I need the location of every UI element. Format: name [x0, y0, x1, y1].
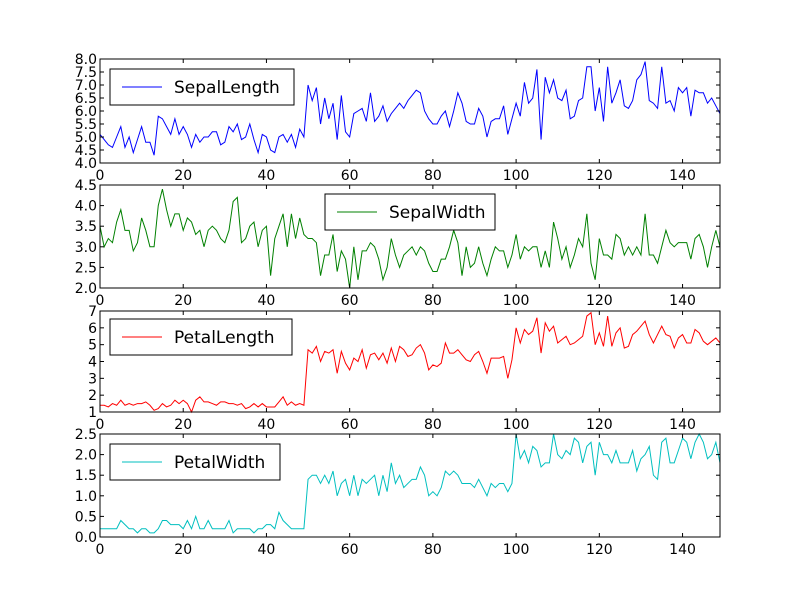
- legend: PetalLength: [109, 318, 293, 356]
- y-tick-label: 2.5: [75, 260, 97, 276]
- subplot-2: 0 20 40 60 80 100 120 140 2.0 2.5 3.0 3.5 4.0 4.5 Sepa…: [75, 178, 721, 309]
- series-line-PetalWidth: [100, 432, 721, 534]
- y-tick-label: 2.0: [75, 281, 97, 297]
- y-tick-label: 7: [88, 304, 97, 320]
- series-line-PetalLength: [100, 311, 721, 414]
- y-tick-label: 1.0: [75, 489, 97, 505]
- y-tick-label: 3: [88, 371, 97, 387]
- y-tick-label: 1.5: [75, 468, 97, 484]
- x-tick-label: 60: [341, 417, 359, 433]
- x-tick-label: 80: [424, 168, 442, 184]
- x-tick-label: 120: [586, 417, 613, 433]
- y-tick-label: 2: [88, 388, 97, 404]
- x-tick-label: 140: [669, 542, 696, 558]
- x-tick-label: 40: [258, 417, 276, 433]
- x-tick-label: 80: [424, 417, 442, 433]
- x-tick-label: 60: [341, 293, 359, 309]
- y-tick-label: 4.5: [75, 143, 97, 159]
- y-tick-label: 0.5: [75, 509, 97, 525]
- axes-frame: [99, 433, 721, 538]
- x-tick-label: 20: [174, 293, 192, 309]
- x-tick-label: 0: [96, 293, 105, 309]
- x-tick-label: 140: [669, 417, 696, 433]
- legend: PetalWidth: [109, 443, 281, 481]
- x-tick-label: 0: [96, 542, 105, 558]
- x-tick-label: 80: [424, 293, 442, 309]
- legend-label: SepalWidth: [389, 203, 486, 223]
- y-tick-label: 2.0: [75, 448, 97, 464]
- y-tick-label: 4: [88, 355, 97, 371]
- y-tick-label: 2.5: [75, 427, 97, 443]
- x-tick-label: 140: [669, 293, 696, 309]
- y-tick-label: 4.0: [75, 199, 97, 215]
- x-tick-label: 120: [586, 168, 613, 184]
- legend-label: PetalWidth: [174, 453, 265, 473]
- y-tick-label: 6: [88, 321, 97, 337]
- y-tick-label: 4.0: [75, 156, 97, 172]
- x-tick-label: 60: [341, 168, 359, 184]
- x-tick-label: 60: [341, 542, 359, 558]
- x-tick-label: 100: [503, 293, 530, 309]
- x-tick-label: 120: [586, 542, 613, 558]
- x-tick-label: 100: [503, 417, 530, 433]
- x-tick-label: 40: [258, 542, 276, 558]
- x-tick-label: 20: [174, 168, 192, 184]
- y-tick-label: 7.5: [75, 65, 97, 81]
- y-tick-label: 6.5: [75, 91, 97, 107]
- y-tick-label: 5: [88, 338, 97, 354]
- x-tick-label: 0: [96, 417, 105, 433]
- y-tick-label: 5.0: [75, 130, 97, 146]
- series-line-SepalWidth: [99, 188, 721, 289]
- y-tick-label: 7.0: [75, 78, 97, 94]
- y-tick-label: 3.5: [75, 219, 97, 235]
- legend-label: PetalLength: [174, 328, 275, 348]
- subplot-4: 0 20 40 60 80 100 120 140 0.0 0.5 1.0 1.5 2.0 2.5 Peta…: [75, 427, 721, 558]
- series-line-SepalLength: [99, 61, 721, 156]
- x-tick-label: 40: [258, 293, 276, 309]
- x-tick-label: 20: [174, 542, 192, 558]
- legend: SepalLength: [109, 68, 295, 106]
- y-tick-label: 8.0: [75, 52, 97, 68]
- x-tick-label: 100: [503, 542, 530, 558]
- x-tick-label: 20: [174, 417, 192, 433]
- axes-frame: [99, 184, 721, 289]
- y-tick-label: 4.5: [75, 178, 97, 194]
- x-tick-label: 0: [96, 168, 105, 184]
- x-tick-label: 140: [669, 168, 696, 184]
- subplot-1: 0 20 40 60 80 100 120 140 4.04.55.05.56.06.57.07…: [75, 52, 721, 184]
- x-tick-label: 100: [503, 168, 530, 184]
- y-tick-label: 5.5: [75, 117, 97, 133]
- x-tick-label: 40: [258, 168, 276, 184]
- legend: SepalWidth: [324, 193, 496, 231]
- y-tick-label: 0.0: [75, 530, 97, 546]
- y-tick-label: 3.0: [75, 240, 97, 256]
- legend-label: SepalLength: [174, 78, 280, 98]
- y-tick-label: 1: [88, 405, 97, 421]
- x-tick-label: 80: [424, 542, 442, 558]
- x-tick-label: 120: [586, 293, 613, 309]
- y-tick-label: 6.0: [75, 104, 97, 120]
